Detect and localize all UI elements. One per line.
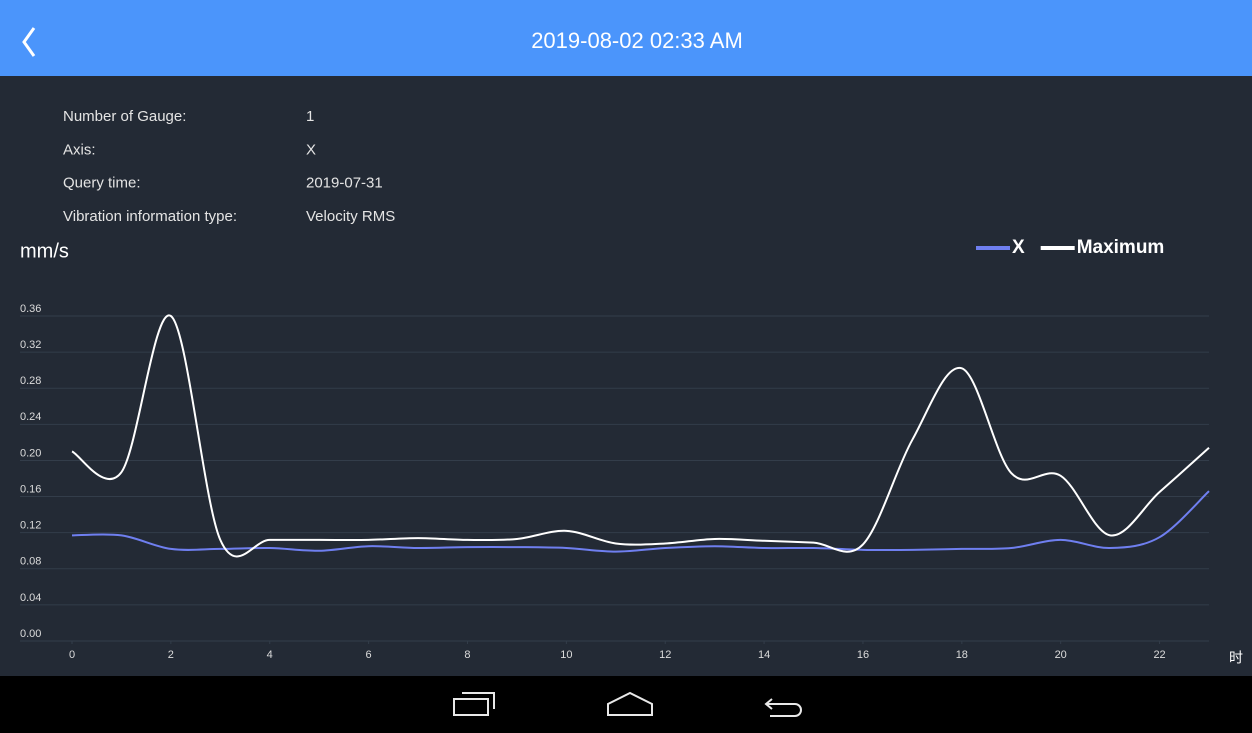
y-tick-label: 0.08 xyxy=(20,556,41,568)
x-tick-label: 22 xyxy=(1153,649,1165,661)
y-tick-label: 0.12 xyxy=(20,520,41,532)
y-tick-label: 0.20 xyxy=(20,447,41,459)
top-bar xyxy=(0,0,1252,76)
back-button[interactable] xyxy=(22,27,36,57)
content xyxy=(0,76,1252,676)
x-tick-label: 14 xyxy=(758,649,770,661)
x-tick-label: 8 xyxy=(464,649,470,661)
recent-apps-button[interactable] xyxy=(453,692,495,716)
x-tick-label: 6 xyxy=(366,649,372,661)
info-label: Axis: xyxy=(63,141,96,158)
x-tick-label: 16 xyxy=(857,649,869,661)
y-tick-label: 0.28 xyxy=(20,375,41,387)
info-label: Vibration information type: xyxy=(63,208,237,225)
info-value: X xyxy=(306,141,316,158)
legend-label: X xyxy=(1012,237,1025,258)
x-tick-label: 2 xyxy=(168,649,174,661)
legend-label: Maximum xyxy=(1077,237,1165,258)
y-axis-label: mm/s xyxy=(20,240,69,262)
x-tick-label: 0 xyxy=(69,649,75,661)
header-title: 2019-08-02 02:33 AM xyxy=(531,28,743,53)
info-value: 1 xyxy=(306,108,314,125)
x-tick-label: 18 xyxy=(956,649,968,661)
series-line xyxy=(71,490,1210,553)
y-tick-label: 0.00 xyxy=(20,628,41,640)
x-tick-label: 4 xyxy=(267,649,273,661)
x-axis-label: 时 xyxy=(1229,650,1243,666)
info-label: Number of Gauge: xyxy=(63,108,186,125)
x-tick-label: 20 xyxy=(1055,649,1067,661)
info-label: Query time: xyxy=(63,175,141,192)
y-tick-label: 0.32 xyxy=(20,339,41,351)
nav-icons xyxy=(453,691,802,717)
x-tick-label: 10 xyxy=(560,649,572,661)
y-tick-label: 0.36 xyxy=(20,303,41,315)
series-line xyxy=(71,314,1210,558)
info-value: 2019-07-31 xyxy=(306,175,383,192)
nav-bar xyxy=(0,676,1252,733)
y-tick-label: 0.04 xyxy=(20,592,41,604)
back-nav-button[interactable] xyxy=(764,698,802,717)
x-tick-label: 12 xyxy=(659,649,671,661)
y-tick-label: 0.24 xyxy=(20,411,41,423)
info-value: Velocity RMS xyxy=(306,208,395,225)
home-button[interactable] xyxy=(607,691,653,716)
y-tick-label: 0.16 xyxy=(20,483,41,495)
